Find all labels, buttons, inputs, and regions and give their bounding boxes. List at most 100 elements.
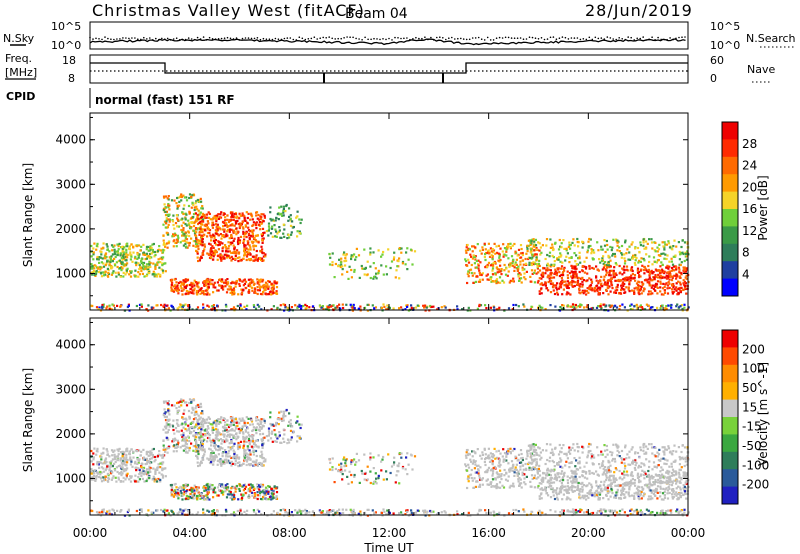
- noise-search-dot: [684, 36, 686, 38]
- power-cell: [206, 252, 209, 255]
- power-cell: [187, 219, 190, 222]
- power-cell: [180, 199, 183, 202]
- noise-search-dot: [349, 36, 351, 38]
- power-cell: [603, 283, 606, 286]
- power-cell: [533, 271, 536, 275]
- power-cell: [666, 271, 669, 274]
- power-cell: [190, 195, 193, 199]
- power-cell: [236, 231, 239, 234]
- velocity-cell: [260, 421, 263, 424]
- power-cell: [229, 285, 232, 289]
- power-cell: [231, 257, 234, 260]
- power-cell: [145, 257, 148, 260]
- power-cell: [220, 211, 223, 214]
- power-cell: [152, 242, 155, 246]
- power-cell: [363, 273, 366, 276]
- power-cell: [215, 251, 218, 254]
- power-cell: [465, 246, 468, 249]
- velocity-cell: [100, 480, 104, 483]
- velocity-cell: [196, 447, 200, 450]
- velocity-cell: [180, 433, 183, 437]
- power-cell: [151, 248, 154, 252]
- power-cell: [600, 282, 603, 285]
- power-cell: [234, 285, 237, 288]
- power-cell: [383, 305, 386, 308]
- velocity-cell: [92, 456, 95, 459]
- power-cell: [150, 252, 153, 255]
- power-cell: [217, 217, 221, 220]
- noise-search-dot: [304, 38, 307, 41]
- power-cell: [249, 278, 252, 281]
- power-cell: [627, 288, 630, 291]
- power-cell: [537, 262, 540, 265]
- power-cell: [201, 216, 204, 219]
- power-cell: [554, 270, 557, 273]
- velocity-cell: [185, 401, 188, 404]
- power-cell: [599, 303, 602, 306]
- power-cell: [228, 237, 231, 240]
- power-cell: [605, 271, 608, 274]
- power-cell: [244, 224, 247, 227]
- beam-label: Beam 04: [345, 6, 408, 22]
- velocity-cell: [148, 465, 151, 468]
- velocity-cell: [192, 429, 196, 433]
- power-cell: [585, 256, 588, 259]
- power-cell: [577, 276, 580, 280]
- power-cell: [248, 289, 251, 292]
- power-cell: [213, 281, 216, 284]
- power-cell: [381, 253, 384, 256]
- power-cell: [541, 306, 544, 309]
- power-cell: [238, 239, 242, 242]
- power-cell: [190, 291, 193, 295]
- power-cell: [614, 279, 617, 282]
- power-cell: [581, 240, 584, 243]
- velocity-cell: [214, 444, 217, 447]
- power-cell: [156, 304, 159, 307]
- velocity-cell: [225, 459, 229, 462]
- power-cell: [569, 243, 572, 247]
- power-cell: [600, 275, 603, 278]
- power-cell: [243, 216, 246, 219]
- power-cell: [670, 279, 674, 282]
- power-cell: [199, 225, 202, 229]
- power-cell: [244, 225, 247, 228]
- noise-search-dot: [397, 37, 399, 39]
- power-cell: [562, 274, 565, 277]
- power-cell: [569, 305, 573, 308]
- power-cell: [538, 277, 541, 280]
- power-cell: [176, 219, 180, 222]
- power-cell: [644, 308, 647, 311]
- power-cell: [494, 272, 497, 275]
- power-cell: [364, 267, 367, 270]
- noise-search-dot: [385, 38, 387, 41]
- power-cell: [243, 235, 246, 238]
- velocity-cell: [232, 444, 235, 447]
- power-cell: [298, 218, 301, 221]
- power-cell: [115, 275, 118, 278]
- power-cell: [227, 250, 230, 253]
- power-cell: [122, 253, 125, 256]
- velocity-cell: [194, 445, 197, 448]
- velocity-cell: [201, 439, 204, 442]
- noise-search-dot: [579, 38, 582, 41]
- power-cell: [582, 292, 585, 295]
- power-cell: [252, 244, 255, 247]
- power-cell: [608, 285, 611, 288]
- power-cell: [243, 282, 247, 285]
- velocity-cell: [239, 484, 242, 487]
- velocity-cell: [91, 476, 94, 479]
- power-cell: [340, 263, 343, 266]
- power-cell: [212, 286, 215, 289]
- power-cell: [645, 247, 648, 250]
- power-cell: [670, 306, 673, 309]
- velocity-cell: [90, 468, 93, 471]
- velocity-cell: [262, 425, 265, 428]
- power-cell: [181, 211, 184, 214]
- power-cell: [196, 256, 199, 259]
- power-cell: [532, 255, 535, 258]
- power-cell: [205, 223, 208, 226]
- power-cell: [348, 265, 351, 268]
- noise-search-dot: [149, 37, 151, 39]
- velocity-cell: [238, 422, 241, 425]
- power-cell: [660, 261, 663, 264]
